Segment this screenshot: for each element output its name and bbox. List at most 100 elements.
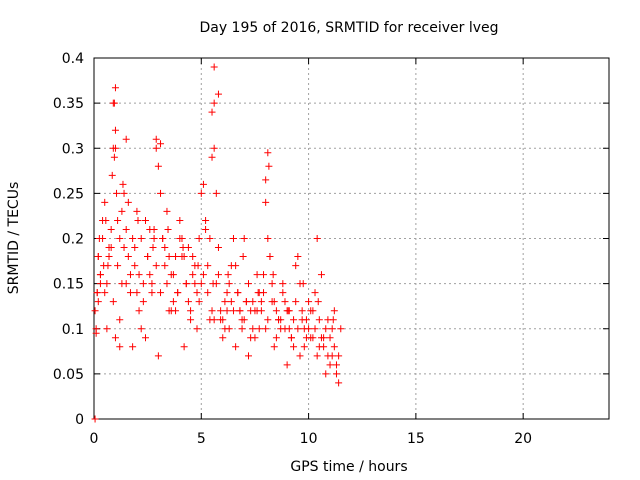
data-point xyxy=(284,307,292,315)
data-point xyxy=(134,216,142,224)
data-point xyxy=(268,298,276,306)
data-point xyxy=(118,207,126,215)
data-point xyxy=(335,379,343,387)
data-point xyxy=(167,307,175,315)
plot-frame xyxy=(93,57,610,420)
data-point xyxy=(133,289,141,297)
data-point xyxy=(164,225,172,233)
data-point xyxy=(251,307,259,315)
data-point xyxy=(332,370,340,378)
data-point xyxy=(111,84,119,92)
data-point xyxy=(163,207,171,215)
data-point xyxy=(239,253,247,261)
data-point xyxy=(135,271,143,279)
data-point xyxy=(150,235,158,242)
data-point xyxy=(142,216,149,224)
data-point xyxy=(279,280,287,288)
y-tick-label: 0.4 xyxy=(62,51,84,67)
data-point xyxy=(126,271,134,279)
data-point xyxy=(135,307,143,315)
data-point xyxy=(298,316,306,324)
x-tick-label: 10 xyxy=(300,431,318,447)
data-point xyxy=(268,280,276,288)
data-point xyxy=(322,325,330,333)
data-point xyxy=(174,289,182,297)
data-point xyxy=(290,316,298,324)
data-point xyxy=(131,262,139,270)
data-point xyxy=(214,90,222,98)
data-point xyxy=(137,325,145,333)
data-point xyxy=(204,289,212,297)
data-point xyxy=(294,253,302,261)
data-point xyxy=(129,343,137,351)
data-point xyxy=(157,289,165,297)
data-point xyxy=(227,298,235,306)
data-point xyxy=(296,352,304,360)
data-point xyxy=(111,126,119,134)
data-point xyxy=(146,225,154,233)
data-point xyxy=(214,244,222,252)
data-point xyxy=(133,207,141,215)
y-tick-label: 0.3 xyxy=(62,141,84,157)
data-point xyxy=(195,235,203,242)
data-point xyxy=(245,280,252,288)
data-point xyxy=(275,316,283,324)
data-point xyxy=(337,325,345,333)
data-point xyxy=(103,325,111,333)
data-point xyxy=(92,329,100,337)
x-axis-label: GPS time / hours xyxy=(290,459,407,475)
y-tick-label: 0.2 xyxy=(62,232,84,248)
data-point xyxy=(139,298,147,306)
data-point xyxy=(229,307,237,315)
x-tick-label: 15 xyxy=(407,431,425,447)
data-point xyxy=(272,307,280,315)
data-point xyxy=(305,325,313,333)
data-point xyxy=(257,307,265,315)
data-point xyxy=(154,162,162,170)
data-point xyxy=(149,244,157,252)
data-point xyxy=(208,153,216,161)
data-point xyxy=(178,253,186,261)
data-point xyxy=(314,298,322,306)
data-point xyxy=(255,325,263,333)
data-point xyxy=(264,235,272,242)
data-point xyxy=(107,244,115,252)
data-point xyxy=(91,415,99,423)
data-point xyxy=(184,298,192,306)
data-point xyxy=(131,244,139,252)
data-point xyxy=(253,271,261,279)
data-point xyxy=(272,334,280,342)
data-point xyxy=(238,325,246,333)
data-point xyxy=(240,235,248,242)
data-point xyxy=(99,235,107,242)
data-point xyxy=(225,280,233,288)
data-point xyxy=(227,262,235,270)
data-point xyxy=(257,298,265,306)
data-point xyxy=(302,334,310,342)
data-point xyxy=(197,280,205,288)
data-point xyxy=(93,289,101,297)
data-point xyxy=(281,298,289,306)
data-point xyxy=(96,271,104,279)
data-point xyxy=(229,235,237,242)
data-point xyxy=(208,108,216,116)
data-point xyxy=(116,316,124,324)
y-tick-label: 0.35 xyxy=(53,96,84,112)
data-point xyxy=(305,298,313,306)
data-point xyxy=(159,235,167,242)
data-point xyxy=(210,144,218,152)
data-point xyxy=(309,334,317,342)
data-point xyxy=(294,325,302,333)
chart-title: Day 195 of 2016, SRMTID for receiver lve… xyxy=(199,20,498,36)
data-point xyxy=(283,361,291,369)
x-tick-label: 5 xyxy=(197,431,206,447)
data-point xyxy=(176,216,184,224)
data-point xyxy=(322,370,330,378)
data-point xyxy=(169,298,177,306)
data-point xyxy=(298,307,306,315)
data-point xyxy=(194,262,202,270)
data-point xyxy=(311,325,319,333)
data-point xyxy=(238,316,246,324)
data-point xyxy=(187,316,195,324)
data-point xyxy=(154,352,162,360)
